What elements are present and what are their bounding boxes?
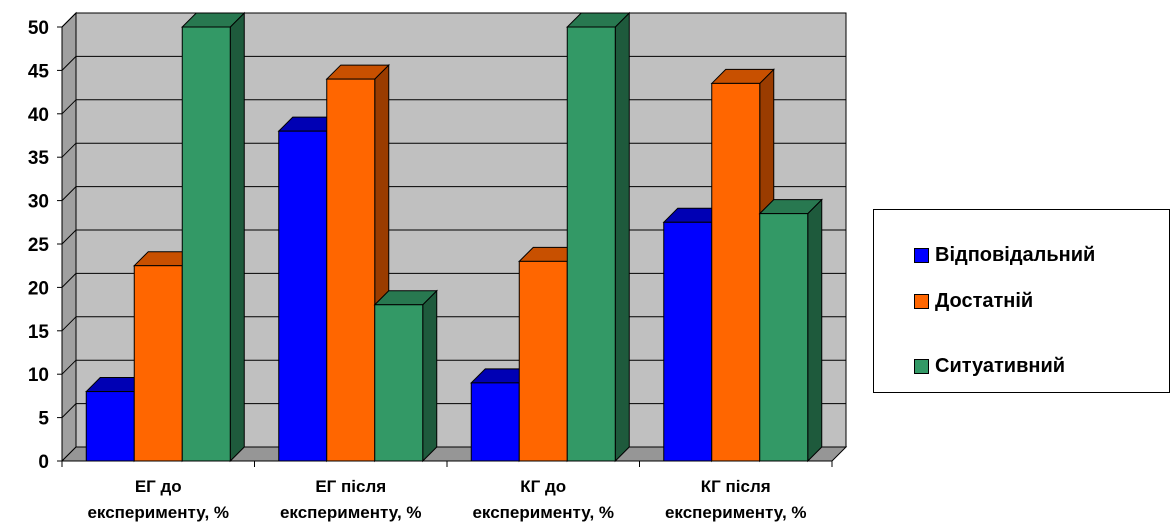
gridline-side [61,359,77,375]
bar-side [807,198,823,463]
y-tick-label: 5 [38,409,49,430]
gridline-side [61,12,77,28]
x-tick-label: КГ після експерименту, % [665,477,807,522]
bar-side [422,289,438,463]
bar [278,130,328,462]
bar [374,304,424,462]
legend-label: Відповідальний [935,243,1096,266]
y-tick-label: 20 [28,278,49,299]
y-tick-label: 10 [28,365,49,386]
legend-swatch-orange [914,293,929,309]
bar [518,260,568,462]
bar [759,213,809,462]
gridline-side [61,142,77,158]
y-tick-label: 40 [28,105,49,126]
bar [711,82,761,462]
y-tick-label: 30 [28,192,49,213]
y-tick-label: 0 [38,452,49,473]
y-tick-label: 45 [28,61,50,82]
bar [181,26,231,462]
x-tick-label: КГ до експерименту, % [472,477,614,522]
legend-label: Ситуативний [935,354,1066,377]
bar [85,391,135,462]
gridline-side [61,186,77,201]
legend-swatch-blue [914,247,929,263]
x-tick-label: ЕГ до експерименту, % [87,477,229,522]
gridline-side [61,229,77,245]
gridline-side [61,403,77,418]
y-tick-label: 25 [28,235,50,256]
legend-label: Достатній [935,289,1034,312]
bar [326,78,376,462]
gridline-side [61,56,77,71]
y-tick-label: 35 [28,148,50,169]
gridline-side [61,99,77,115]
legend-item-sytuatyvnyi: Ситуативний [914,353,1065,379]
bar [470,382,520,462]
bar [133,265,183,462]
bar-side [229,11,245,463]
gridline-side [61,316,77,332]
gridline-side [61,273,77,288]
chart-legend: Відповідальний Достатній Ситуативний [873,209,1170,393]
legend-swatch-green [914,358,929,374]
y-tick-label: 50 [28,18,49,39]
legend-item-vidpovidalnyi: Відповідальний [914,242,1095,268]
bar-side [614,11,630,463]
legend-item-dostatnii: Достатній [914,288,1033,314]
x-tick-label: ЕГ після експерименту, % [280,477,422,522]
bar [663,221,713,462]
y-tick-label: 15 [28,322,50,343]
bar [566,26,616,462]
